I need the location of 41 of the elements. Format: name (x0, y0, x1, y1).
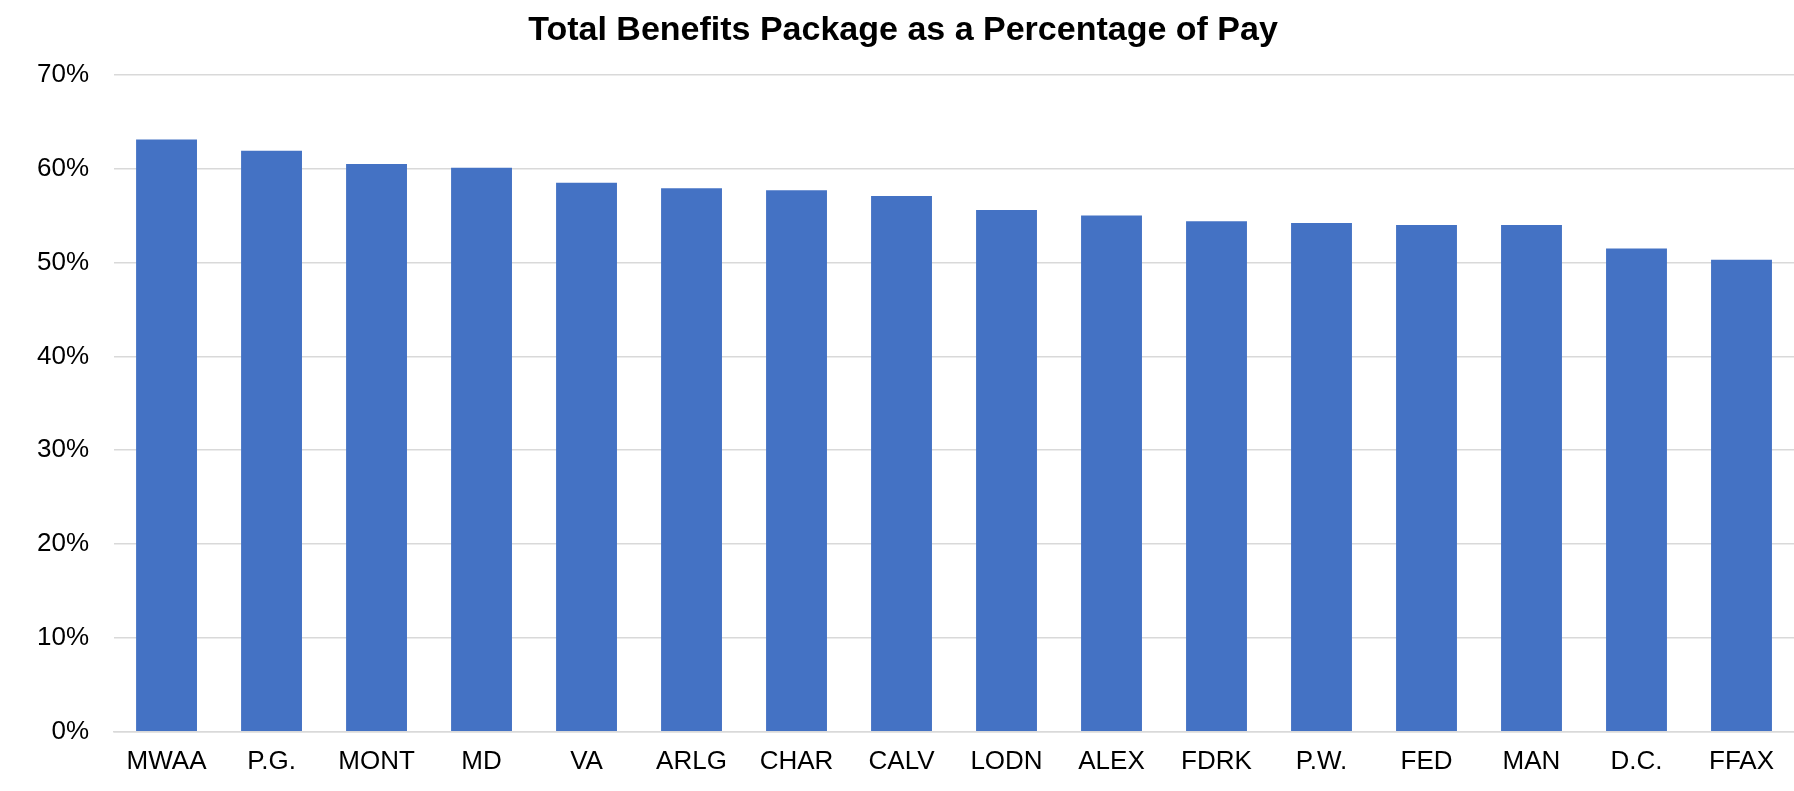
x-tick-label: LODN (970, 744, 1043, 775)
x-tick-label: ALEX (1078, 744, 1145, 775)
x-tick-label: ARLG (656, 744, 727, 775)
x-tick-label: CHAR (759, 744, 834, 775)
bar (136, 139, 197, 732)
y-tick-label: 70% (36, 57, 90, 88)
bar (1396, 224, 1457, 732)
chart-title: Total Benefits Package as a Percentage of Pay (528, 8, 1278, 47)
x-tick-label: FFAX (1708, 744, 1775, 775)
x-tick-label: VA (570, 744, 604, 775)
bar (1606, 248, 1667, 732)
bar (1501, 224, 1562, 732)
bar (556, 182, 617, 732)
x-tick-label: P.G. (247, 744, 296, 775)
bar (1186, 221, 1247, 732)
bar (451, 167, 512, 732)
x-tick-label: P.W. (1295, 744, 1348, 775)
bar (1081, 215, 1142, 732)
bar (766, 190, 827, 732)
x-tick-label: FDRK (1181, 744, 1253, 775)
bar (1711, 259, 1772, 732)
y-tick-label: 30% (36, 433, 90, 464)
x-tick-label: CALV (868, 744, 936, 775)
x-tick-label: MAN (1502, 744, 1561, 775)
y-tick-label: 0% (51, 714, 90, 745)
bar (241, 150, 302, 732)
y-tick-label: 10% (36, 621, 90, 652)
x-tick-label: MWAA (126, 744, 208, 775)
bar (1291, 223, 1352, 732)
y-tick-label: 60% (36, 151, 90, 182)
y-tick-label: 50% (36, 245, 90, 276)
bar (346, 163, 407, 732)
bar (661, 188, 722, 732)
x-tick-label: FED (1400, 744, 1453, 775)
bar (871, 195, 932, 732)
bar (976, 209, 1037, 732)
y-tick-label: 40% (36, 339, 90, 370)
x-tick-label: D.C. (1610, 744, 1663, 775)
x-tick-label: MD (461, 744, 502, 775)
x-tick-label: MONT (338, 744, 415, 775)
y-tick-label: 20% (36, 527, 90, 558)
